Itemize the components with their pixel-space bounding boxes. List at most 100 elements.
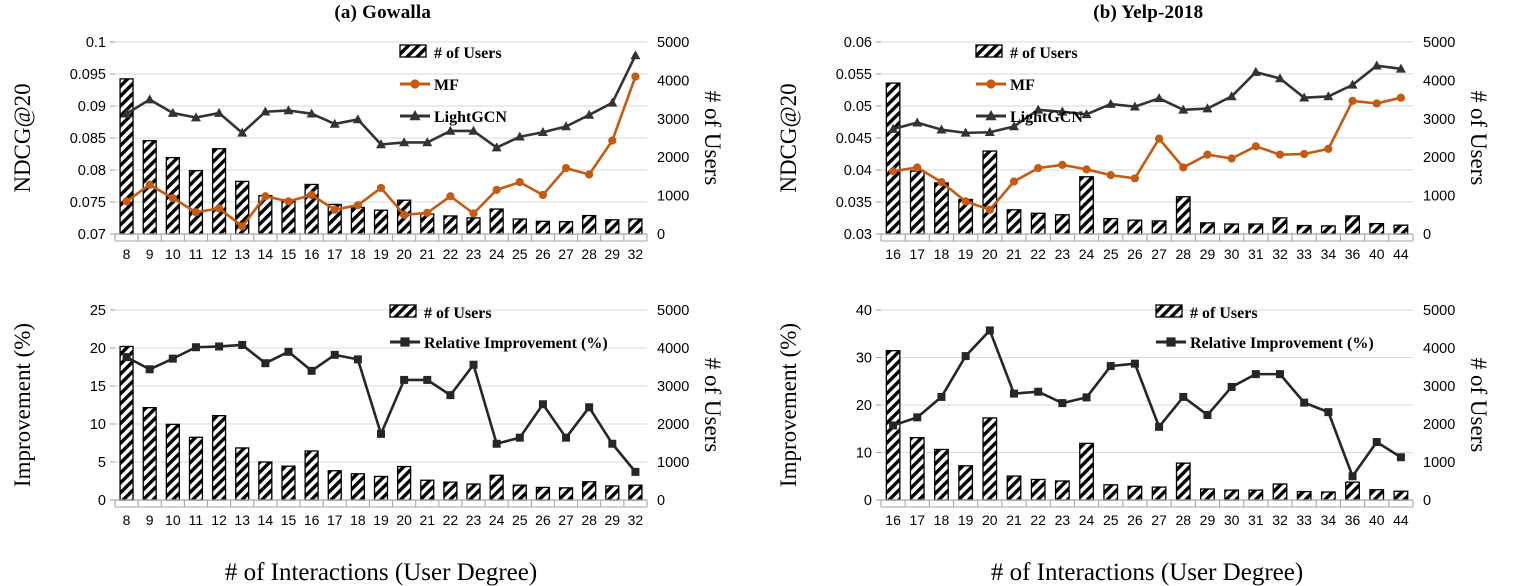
x-tick-label: 26 [1127, 512, 1143, 528]
legend-label: # of Users [1190, 305, 1258, 322]
y-tick-label: 0.1 [86, 35, 106, 51]
y2-axis-title: # of Users [700, 91, 725, 186]
y-tick-label: 0.07 [78, 227, 106, 243]
y-tick-label: 10 [855, 446, 871, 462]
x-tick-label: 30 [1223, 246, 1239, 262]
y2-tick-label: 3000 [657, 379, 689, 395]
chart-gowalla-ndcg: 0.07 0.075 0.08 0.085 0.09 0.095 0.1 0 1000 2000 3… [0, 26, 766, 294]
x-tick-label: 30 [1223, 512, 1239, 528]
x-tick-label: 24 [489, 512, 505, 528]
legend: # of Users Relative Improvement (%) [389, 304, 608, 352]
bar-users [1078, 176, 1094, 235]
bar-users [605, 219, 620, 235]
bar-users [466, 483, 481, 501]
y2-axis-title: # of Users [700, 358, 725, 453]
y-tick-label: 30 [855, 351, 871, 367]
y2-tick-label: 5000 [1423, 35, 1455, 51]
bar-users [582, 481, 597, 501]
bar-users [605, 485, 620, 501]
y-axis-right-labels: 0 1000 2000 3000 4000 5000 [1423, 35, 1455, 243]
bar-users [1030, 478, 1046, 501]
y-tick-label: 20 [90, 341, 106, 357]
y2-tick-label: 5000 [657, 35, 689, 51]
series-mf [888, 93, 1405, 214]
x-tick-label: 20 [982, 246, 998, 262]
legend-label: LightGCN [434, 109, 507, 126]
bar-users [1175, 462, 1191, 501]
legend-swatch-users [399, 44, 427, 58]
x-tick-label: 11 [189, 512, 204, 528]
x-tick-label: 21 [1006, 512, 1022, 528]
y-tick-label: 5 [98, 455, 106, 471]
x-tick-label: 19 [957, 246, 973, 262]
bar-users [397, 465, 412, 501]
bar-users [188, 169, 204, 235]
users-bars [119, 345, 643, 501]
y-axis-title: Improvement (%) [10, 323, 35, 487]
x-tick-label: 27 [558, 246, 574, 262]
bar-users [1296, 490, 1312, 501]
x-tick-label: 22 [443, 512, 459, 528]
y-tick-label: 0.045 [835, 131, 871, 147]
y-tick-label: 0 [863, 493, 871, 509]
x-tick-label: 19 [373, 512, 389, 528]
y-tick-label: 25 [90, 303, 106, 319]
y2-tick-label: 2000 [1423, 150, 1455, 166]
legend-label: LightGCN [1010, 109, 1083, 126]
bar-users [1175, 196, 1191, 235]
y-axis-right-labels: 0 1000 2000 3000 4000 5000 [657, 303, 689, 509]
bar-users [350, 473, 365, 501]
y-axis-title: NDCG@20 [776, 83, 801, 192]
bar-users [1199, 222, 1215, 235]
x-tick-label: 19 [957, 512, 973, 528]
x-axis-labels: 16 17 18 19 20 21 22 23 24 25 26 27 28 29 30 31 32 33 34 36… [885, 512, 1409, 528]
x-tick-label: 22 [1030, 512, 1046, 528]
x-tick-label: 26 [535, 512, 551, 528]
x-tick-label: 29 [1199, 512, 1215, 528]
bar-users [1247, 223, 1263, 235]
x-tick-label: 14 [258, 512, 274, 528]
y-axis-title: Improvement (%) [776, 323, 801, 487]
bar-users [443, 481, 458, 501]
series-mf [122, 72, 640, 231]
bar-users [1320, 225, 1336, 235]
x-tick-label: 22 [1030, 246, 1046, 262]
x-tick-label: 12 [211, 246, 227, 262]
y-tick-label: 0.085 [70, 131, 106, 147]
series-lightgcn [887, 60, 1406, 137]
chart-gowalla-improvement: 0 5 10 15 20 25 0 1000 2000 3000 4000 5000 8 9 10 11 12 1… [0, 294, 766, 586]
y2-tick-label: 0 [1423, 493, 1431, 509]
bar-users [981, 417, 997, 501]
y-tick-label: 40 [855, 303, 871, 319]
x-tick-label: 26 [535, 246, 551, 262]
x-tick-label: 26 [1127, 246, 1143, 262]
x-tick-label: 21 [1006, 246, 1022, 262]
y2-tick-label: 0 [1423, 227, 1431, 243]
x-tick-label: 18 [350, 512, 366, 528]
y2-tick-label: 1000 [657, 189, 689, 205]
legend-swatch-users [389, 304, 417, 318]
x-tick-label: 31 [1248, 512, 1264, 528]
x-tick-label: 36 [1344, 246, 1360, 262]
ndcg-chart-yelp2018: 0.03 0.035 0.04 0.045 0.05 0.055 0.06 0 1000 2000… [776, 35, 1491, 262]
x-tick-label: 15 [281, 512, 297, 528]
y-tick-label: 0.035 [835, 195, 871, 211]
x-tick-label: 40 [1368, 512, 1384, 528]
bar-users [1296, 224, 1312, 235]
bar-users [1030, 212, 1046, 235]
bar-users [304, 450, 319, 501]
bar-users [535, 486, 551, 501]
x-tick-label: 16 [885, 246, 901, 262]
x-tick-label: 18 [933, 246, 949, 262]
x-axis-title: # of Interactions (User Degree) [225, 559, 537, 586]
x-tickmarks [114, 234, 648, 242]
bar-users [420, 213, 435, 235]
y2-tick-label: 2000 [1423, 417, 1455, 433]
x-tick-label: 14 [258, 246, 274, 262]
x-tick-label: 13 [234, 246, 250, 262]
bar-users [885, 82, 901, 235]
bar-users [235, 447, 250, 501]
x-tick-label: 25 [512, 512, 528, 528]
bar-users [1392, 490, 1408, 501]
bar-users [350, 206, 365, 235]
